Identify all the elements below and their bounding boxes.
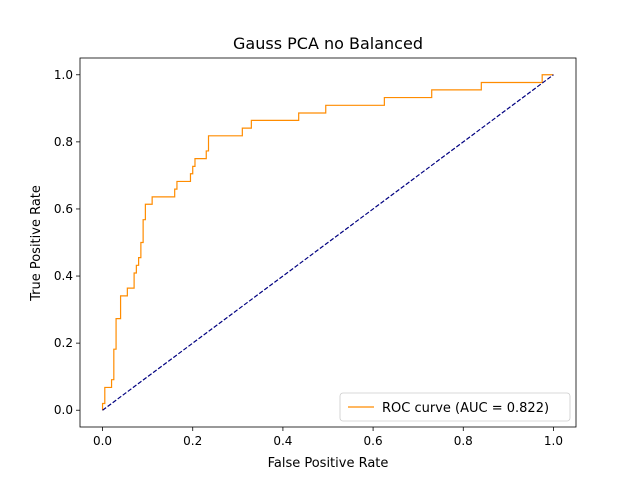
- chance-diagonal-line: [102, 74, 554, 411]
- plot-area: [101, 74, 554, 411]
- x-tick-label: 0.8: [454, 434, 473, 448]
- y-tick-label: 0.4: [54, 269, 73, 283]
- chart-title: Gauss PCA no Balanced: [233, 34, 423, 53]
- roc-curve-line: [101, 74, 554, 411]
- y-axis-label: True Positive Rate: [29, 185, 44, 302]
- x-tick-label: 0.4: [273, 434, 292, 448]
- legend-entry-label: ROC curve (AUC = 0.822): [382, 401, 549, 416]
- y-tick-label: 1.0: [54, 68, 73, 82]
- x-tick-label: 0.0: [93, 434, 112, 448]
- axes-frame: [79, 57, 577, 428]
- legend: ROC curve (AUC = 0.822): [339, 392, 571, 422]
- y-tick-label: 0.2: [54, 336, 73, 350]
- legend-box: [339, 392, 571, 422]
- x-tick-label: 0.2: [183, 434, 202, 448]
- axes: 0.0 0.2 0.4 0.6 0.8 1.0 0.0 0.2 0.4 0.6 0.8 1.0: [54, 57, 577, 448]
- x-tick-label: 1.0: [544, 434, 563, 448]
- y-tick-label: 0.6: [54, 202, 73, 216]
- y-tick-label: 0.0: [54, 403, 73, 417]
- x-axis-label: False Positive Rate: [268, 456, 389, 471]
- x-tick-label: 0.6: [364, 434, 383, 448]
- y-tick-label: 0.8: [54, 135, 73, 149]
